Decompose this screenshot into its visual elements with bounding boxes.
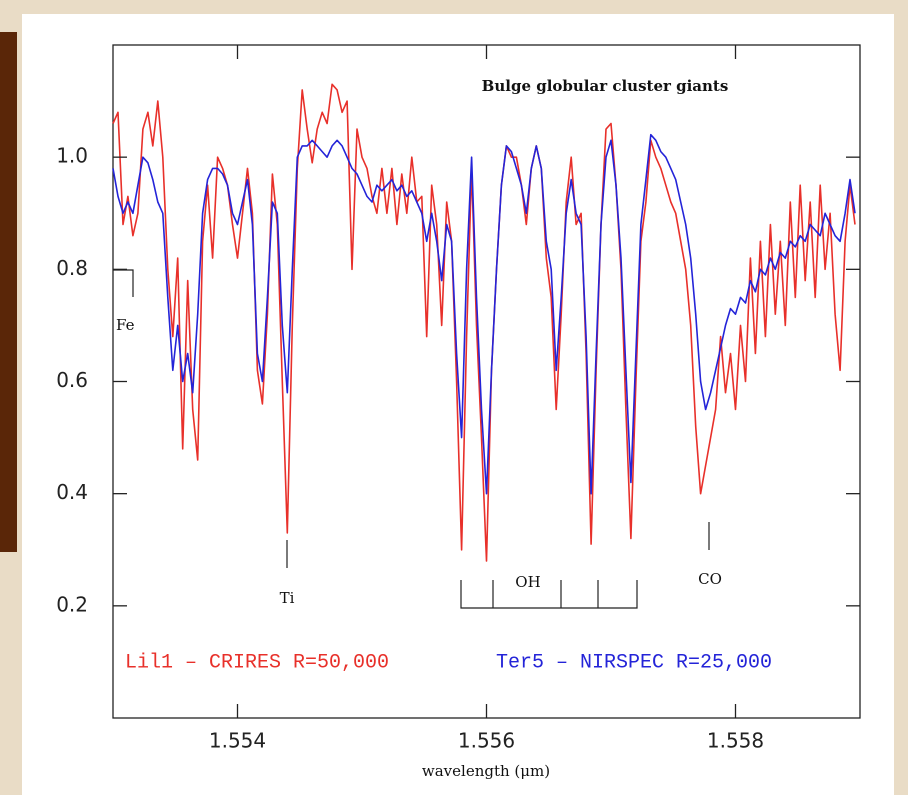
star-image — [0, 32, 17, 552]
chart-title: Bulge globular cluster giants — [482, 77, 729, 95]
y-tick-label: 0.8 — [56, 256, 88, 280]
y-tick-label: 0.6 — [56, 368, 88, 392]
x-tick-label: 1.554 — [209, 729, 266, 753]
y-tick-label: 0.4 — [56, 480, 88, 504]
annotation: Fe — [116, 316, 135, 334]
x-tick-label: 1.556 — [458, 729, 515, 753]
spectrum-line — [112, 133, 856, 495]
legend-entry: Lil1 – CRIRES R=50,000 — [125, 651, 389, 674]
oh-marker — [460, 580, 638, 609]
x-axis-label: wavelength (μm) — [422, 762, 550, 780]
spectrum-line — [112, 83, 856, 562]
annotation: CO — [698, 570, 722, 588]
y-tick-label: 0.2 — [56, 592, 88, 616]
fe-marker — [113, 269, 134, 297]
annotation: Ti — [280, 589, 295, 607]
annotation: OH — [515, 573, 540, 591]
y-tick-label: 1.0 — [56, 144, 88, 168]
x-tick-label: 1.558 — [707, 729, 764, 753]
legend-entry: Ter5 – NIRSPEC R=25,000 — [496, 651, 772, 674]
